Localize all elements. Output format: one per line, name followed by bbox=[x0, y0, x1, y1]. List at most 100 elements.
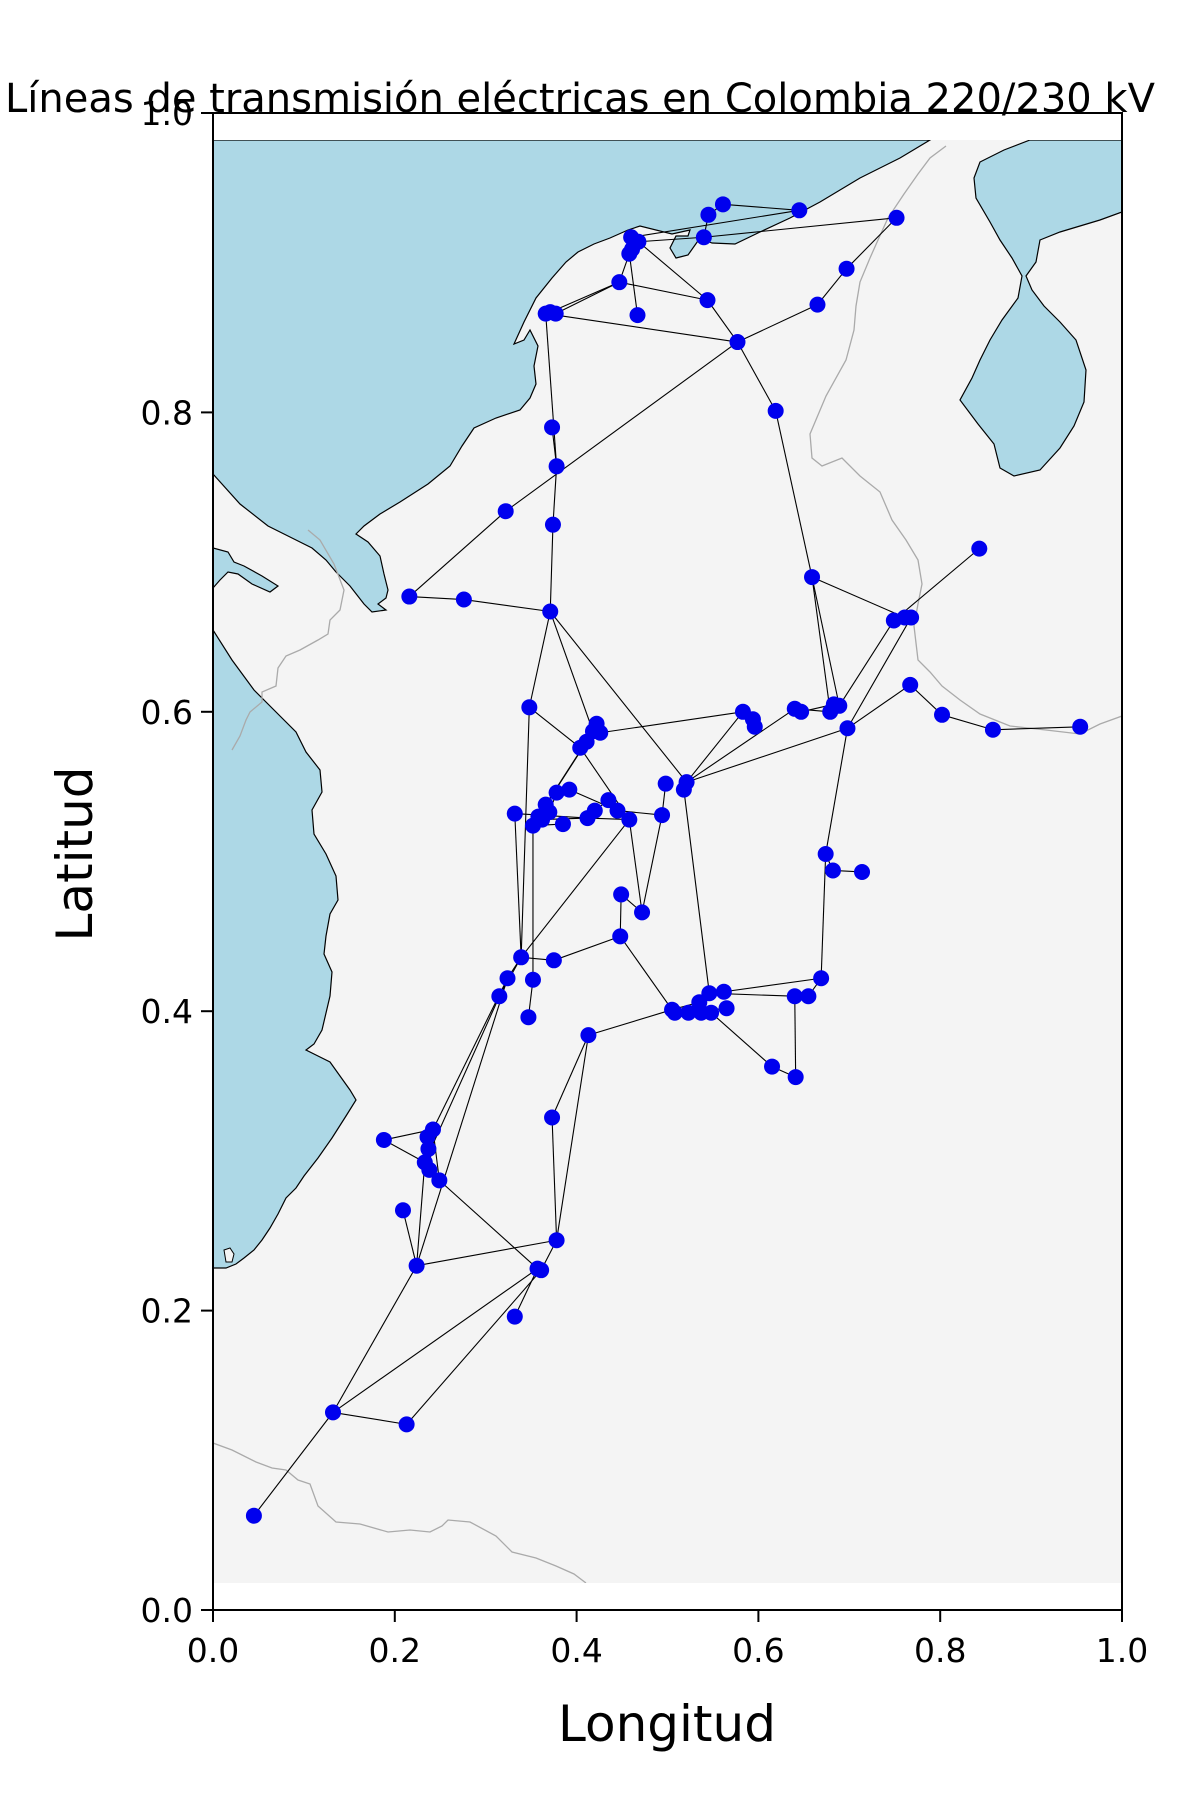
y-tick-label: 0.6 bbox=[141, 693, 193, 732]
x-tick-label: 0.0 bbox=[187, 1631, 239, 1670]
transmission-line bbox=[549, 611, 594, 732]
transmission-line bbox=[505, 341, 738, 512]
transmission-line bbox=[432, 978, 509, 1130]
substation-point bbox=[580, 1027, 597, 1044]
substation-point bbox=[521, 699, 538, 716]
substation-point bbox=[621, 811, 638, 828]
substation-point bbox=[817, 846, 834, 863]
substation-point bbox=[245, 1507, 262, 1524]
transmission-line bbox=[737, 341, 777, 412]
substation-point bbox=[545, 952, 562, 969]
substation-point bbox=[408, 1257, 425, 1274]
substation-point bbox=[324, 1404, 341, 1421]
transmission-line bbox=[550, 281, 620, 313]
transmission-line bbox=[520, 707, 530, 958]
substation-point bbox=[424, 1121, 441, 1138]
plot-frame bbox=[212, 112, 1123, 1611]
plot-area bbox=[212, 112, 1123, 1611]
substation-point bbox=[421, 1161, 438, 1178]
substation-point bbox=[506, 805, 523, 822]
substation-point bbox=[554, 816, 571, 833]
substation-point bbox=[831, 697, 848, 714]
substation-point bbox=[420, 1140, 437, 1157]
substation-point bbox=[839, 720, 856, 737]
transmission-line bbox=[332, 1265, 418, 1413]
chart-title: Líneas de transmisión eléctricas en Colo… bbox=[5, 76, 1156, 122]
y-tick-label: 0.2 bbox=[141, 1292, 193, 1331]
transmission-line bbox=[703, 217, 897, 238]
substation-point bbox=[746, 718, 763, 735]
substation-point bbox=[612, 928, 629, 945]
transmission-line bbox=[638, 236, 704, 243]
y-axis: 0.0 0.2 0.4 0.6 0.8 1.0 bbox=[141, 94, 213, 1630]
substation-point bbox=[398, 1416, 415, 1433]
substation-point bbox=[804, 569, 821, 586]
substation-point bbox=[394, 1202, 411, 1219]
substation-point bbox=[506, 1308, 523, 1325]
substation-point bbox=[718, 1000, 735, 1017]
transmission-line bbox=[555, 281, 620, 315]
substation-point bbox=[657, 775, 674, 792]
substation-point bbox=[586, 802, 603, 819]
substation-point bbox=[786, 988, 803, 1005]
x-axis: 0.0 0.2 0.4 0.6 0.8 1.0 bbox=[187, 1610, 1148, 1670]
y-tick-label: 1.0 bbox=[141, 94, 193, 133]
transmission-line bbox=[588, 1009, 673, 1036]
transmission-line bbox=[811, 576, 905, 618]
substation-point bbox=[491, 988, 508, 1005]
substation-point bbox=[611, 274, 628, 291]
substation-point bbox=[729, 334, 746, 351]
substation-point bbox=[548, 1232, 565, 1249]
substation-point bbox=[629, 307, 646, 324]
substation-point bbox=[592, 724, 609, 741]
x-tick-label: 0.4 bbox=[550, 1631, 602, 1670]
transmission-line bbox=[552, 466, 558, 525]
transmission-line bbox=[545, 313, 738, 343]
transmission-line bbox=[409, 595, 464, 601]
caribbean-sea bbox=[213, 140, 932, 613]
substation-point bbox=[542, 304, 559, 321]
gulf-uraba bbox=[213, 547, 280, 593]
substation-point bbox=[680, 1004, 697, 1021]
transmission-line bbox=[549, 524, 554, 612]
substation-point bbox=[703, 1004, 720, 1021]
transmission-line bbox=[825, 728, 849, 855]
transmission-line bbox=[686, 708, 796, 783]
transmission-line bbox=[416, 1162, 426, 1266]
transmission-line bbox=[545, 313, 558, 467]
transmission-line bbox=[514, 813, 522, 958]
substation-point bbox=[791, 202, 808, 219]
x-axis-label: Longitud bbox=[558, 1695, 776, 1753]
transmission-line bbox=[893, 548, 980, 621]
substation-point bbox=[700, 206, 717, 223]
substation-point bbox=[499, 970, 516, 987]
substation-point bbox=[542, 603, 559, 620]
transmission-line bbox=[402, 1210, 418, 1266]
substation-point bbox=[934, 706, 951, 723]
y-axis-label: Latitud bbox=[46, 766, 104, 941]
substation-point bbox=[634, 904, 651, 921]
x-tick-label: 1.0 bbox=[1096, 1631, 1148, 1670]
transmission-line bbox=[408, 510, 507, 597]
substation-point bbox=[695, 229, 712, 246]
y-tick-label: 0.4 bbox=[141, 992, 193, 1031]
transmission-line bbox=[416, 1239, 557, 1267]
substation-point bbox=[902, 676, 919, 693]
substation-point bbox=[701, 985, 718, 1002]
substation-point bbox=[613, 886, 630, 903]
transmission-line bbox=[847, 684, 911, 729]
y-tick-label: 0.0 bbox=[141, 1591, 193, 1630]
substation-point bbox=[513, 949, 530, 966]
substation-point bbox=[431, 1172, 448, 1189]
substation-point bbox=[793, 703, 810, 720]
substations bbox=[245, 196, 1089, 1524]
transmission-line bbox=[556, 1035, 589, 1241]
substation-point bbox=[838, 260, 855, 277]
transmission-line bbox=[553, 935, 621, 961]
transmission-line bbox=[820, 853, 827, 979]
transmission-line bbox=[847, 617, 912, 729]
substation-point bbox=[714, 196, 731, 213]
substation-point bbox=[541, 804, 558, 821]
substation-point bbox=[548, 784, 565, 801]
transmission-line bbox=[737, 304, 818, 343]
